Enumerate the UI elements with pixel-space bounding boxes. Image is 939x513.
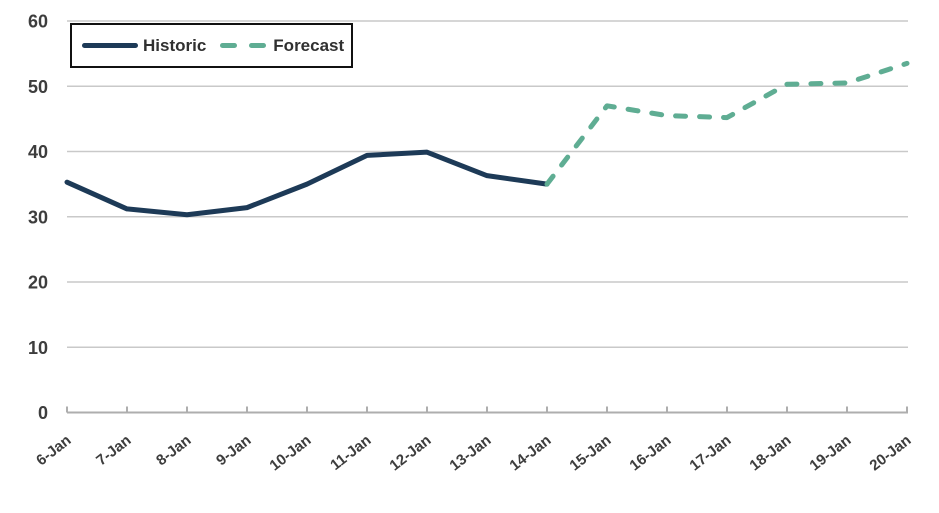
svg-text:60: 60 <box>28 12 48 32</box>
svg-text:10: 10 <box>28 338 48 358</box>
historic-line-swatch <box>82 43 138 48</box>
svg-text:0: 0 <box>38 403 48 423</box>
svg-text:8-Jan: 8-Jan <box>153 432 194 470</box>
svg-text:17-Jan: 17-Jan <box>687 432 735 475</box>
forecast-dash-segment <box>220 43 238 48</box>
svg-text:19-Jan: 19-Jan <box>807 432 855 475</box>
svg-text:20-Jan: 20-Jan <box>867 432 915 475</box>
legend-label-historic: Historic <box>143 35 207 55</box>
svg-text:7-Jan: 7-Jan <box>93 432 134 470</box>
svg-text:10-Jan: 10-Jan <box>267 432 315 475</box>
svg-text:20: 20 <box>28 273 48 293</box>
svg-text:50: 50 <box>28 77 48 97</box>
svg-text:16-Jan: 16-Jan <box>627 432 675 475</box>
forecast-dash-segment <box>249 43 267 48</box>
chart-legend: Historic Forecast <box>70 23 353 68</box>
svg-text:9-Jan: 9-Jan <box>213 432 254 470</box>
svg-text:18-Jan: 18-Jan <box>747 432 795 475</box>
svg-text:30: 30 <box>28 207 48 227</box>
forecast-line-swatch <box>220 43 267 48</box>
svg-text:11-Jan: 11-Jan <box>327 432 374 474</box>
svg-text:6-Jan: 6-Jan <box>33 432 74 470</box>
svg-text:12-Jan: 12-Jan <box>387 432 435 475</box>
svg-text:40: 40 <box>28 142 48 162</box>
legend-label-forecast: Forecast <box>273 35 345 55</box>
svg-text:14-Jan: 14-Jan <box>507 432 555 475</box>
svg-text:13-Jan: 13-Jan <box>447 432 495 475</box>
svg-text:15-Jan: 15-Jan <box>567 432 615 475</box>
